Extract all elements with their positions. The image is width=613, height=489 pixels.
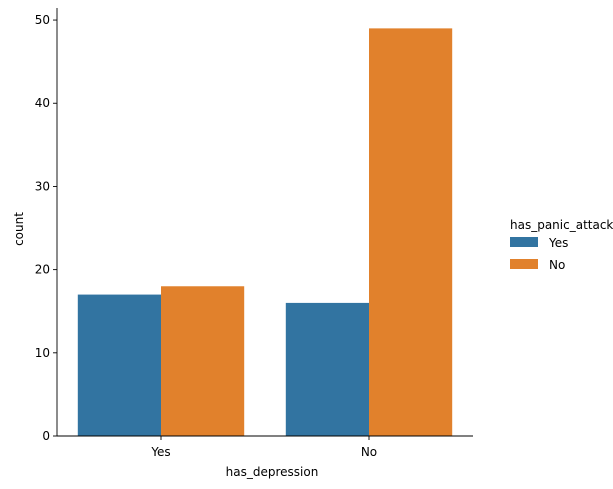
x-tick-label: Yes — [150, 445, 170, 459]
y-axis-label: count — [12, 212, 26, 246]
bar-no-yes — [285, 302, 369, 436]
legend-label-yes: Yes — [548, 236, 568, 250]
y-axis: 0 10 20 30 40 50 — [35, 8, 58, 443]
legend: has_panic_attack Yes No — [510, 218, 613, 272]
legend-label-no: No — [549, 258, 565, 272]
y-tick-label: 30 — [35, 179, 50, 193]
legend-swatch-no — [510, 259, 538, 269]
y-tick-label: 40 — [35, 96, 50, 110]
bar-yes-no — [161, 286, 245, 436]
y-tick-label: 0 — [42, 429, 50, 443]
bars-group — [77, 28, 453, 437]
y-tick-label: 10 — [35, 346, 50, 360]
x-tick-label: No — [361, 445, 377, 459]
bar-yes-yes — [77, 294, 161, 436]
y-tick-label: 50 — [35, 13, 50, 27]
legend-title: has_panic_attack — [510, 218, 613, 232]
bar-no-no — [369, 28, 453, 437]
x-axis: Yes No — [57, 435, 473, 459]
legend-swatch-yes — [510, 237, 538, 247]
x-axis-label: has_depression — [226, 465, 319, 479]
y-tick-label: 20 — [35, 263, 50, 277]
